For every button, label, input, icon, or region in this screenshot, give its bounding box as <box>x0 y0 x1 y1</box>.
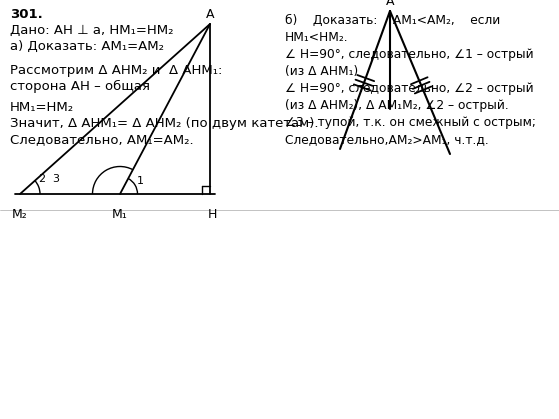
Text: а) Доказать: АМ₁=АМ₂: а) Доказать: АМ₁=АМ₂ <box>10 40 164 53</box>
Text: сторона АН – общая: сторона АН – общая <box>10 80 150 93</box>
Text: НМ₁=НМ₂: НМ₁=НМ₂ <box>10 101 74 114</box>
Text: 2: 2 <box>39 174 46 184</box>
Text: Следовательно, АМ₁=АМ₂.: Следовательно, АМ₁=АМ₂. <box>10 133 193 146</box>
Text: H: H <box>207 208 217 221</box>
Text: Дано: АН ⊥ а, НМ₁=НМ₂: Дано: АН ⊥ а, НМ₁=НМ₂ <box>10 24 173 37</box>
Text: ∠ Н=90°, следовательно, ∠1 – острый: ∠ Н=90°, следовательно, ∠1 – острый <box>285 48 534 61</box>
Text: ∠ Н=90°, следовательно, ∠2 – острый: ∠ Н=90°, следовательно, ∠2 – острый <box>285 82 534 95</box>
Text: (из Δ АНМ₂), Δ АМ₁М₂, ∠2 – острый.: (из Δ АНМ₂), Δ АМ₁М₂, ∠2 – острый. <box>285 99 509 112</box>
Text: б)    Доказать:    АМ₁<АМ₂,    если: б) Доказать: АМ₁<АМ₂, если <box>285 14 500 27</box>
Text: 3: 3 <box>53 174 59 184</box>
Text: A: A <box>206 8 214 21</box>
Text: Следовательно,АМ₂>АМ₁, ч.т.д.: Следовательно,АМ₂>АМ₁, ч.т.д. <box>285 133 489 146</box>
Text: A: A <box>386 0 394 8</box>
Text: 1: 1 <box>136 176 144 186</box>
Text: НМ₁<НМ₂.: НМ₁<НМ₂. <box>285 31 349 44</box>
Text: Рассмотрим Δ АНМ₂ и  Δ АНМ₁:: Рассмотрим Δ АНМ₂ и Δ АНМ₁: <box>10 64 222 77</box>
Text: 301.: 301. <box>10 8 42 21</box>
Text: (из Δ АНМ₁): (из Δ АНМ₁) <box>285 65 358 78</box>
Text: ∠3 – тупой, т.к. он смежный с острым;: ∠3 – тупой, т.к. он смежный с острым; <box>285 116 536 129</box>
Text: M₁: M₁ <box>112 208 128 221</box>
Text: M₂: M₂ <box>12 208 28 221</box>
Text: Значит, Δ АНМ₁= Δ АНМ₂ (по двум катетам).: Значит, Δ АНМ₁= Δ АНМ₂ (по двум катетам)… <box>10 117 319 130</box>
